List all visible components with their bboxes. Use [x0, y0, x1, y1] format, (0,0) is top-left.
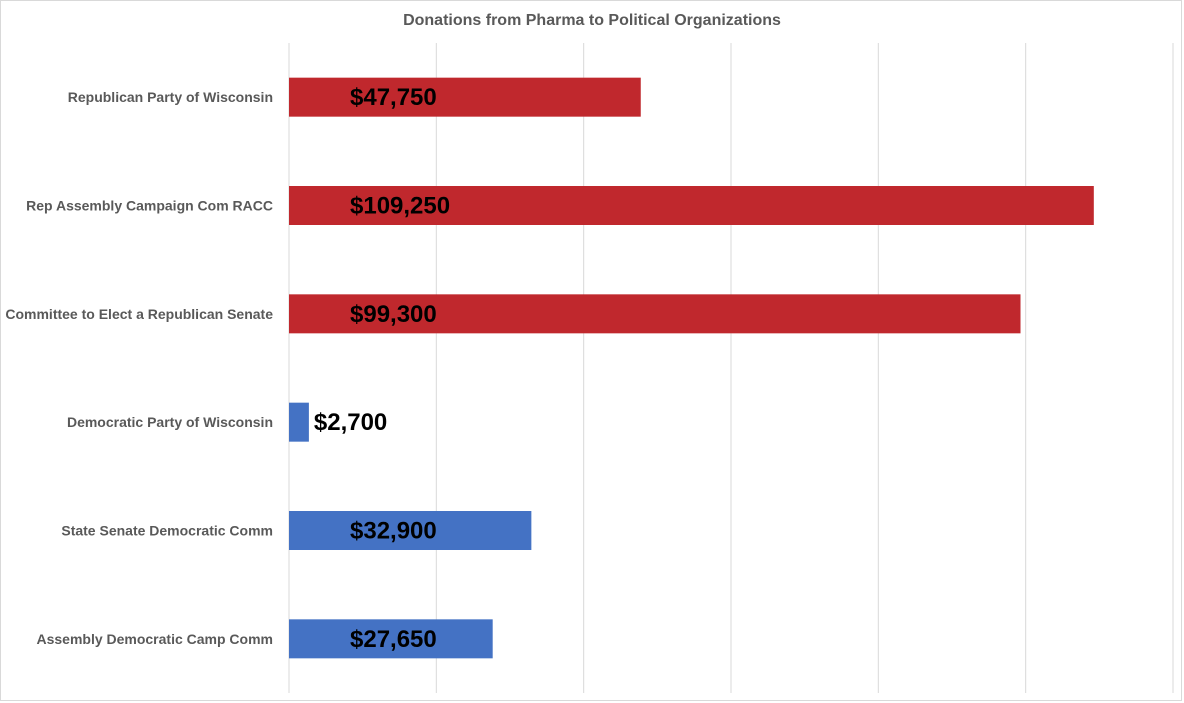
- data-label: $47,750: [350, 84, 437, 111]
- chart-title: Donations from Pharma to Political Organ…: [403, 12, 781, 29]
- bar: [289, 77, 641, 117]
- category-label: Committee to Elect a Republican Senate: [5, 306, 273, 322]
- data-label: $27,650: [350, 626, 437, 653]
- bar: [289, 511, 532, 550]
- category-label: Democratic Party of Wisconsin: [67, 414, 273, 430]
- gridlines: [288, 43, 1174, 693]
- bar: [289, 402, 309, 442]
- category-label: State Senate Democratic Comm: [61, 523, 273, 539]
- data-label: $32,900: [350, 518, 437, 545]
- data-label: $109,250: [350, 193, 450, 220]
- bar: [289, 294, 1021, 334]
- bar: [289, 619, 493, 659]
- category-label: Assembly Democratic Camp Comm: [36, 631, 273, 647]
- data-label: $99,300: [350, 301, 437, 328]
- data-label: $2,700: [314, 409, 387, 436]
- category-label: Rep Assembly Campaign Com RACC: [26, 198, 273, 214]
- category-labels: Republican Party of Wisconsin Rep Assembl…: [5, 89, 273, 647]
- bars: [289, 77, 1094, 659]
- data-labels: $47,750 $109,250 $99,300 $2,700 $32,900 $27,6…: [314, 84, 450, 653]
- category-label: Republican Party of Wisconsin: [68, 89, 273, 105]
- bar: [289, 186, 1094, 225]
